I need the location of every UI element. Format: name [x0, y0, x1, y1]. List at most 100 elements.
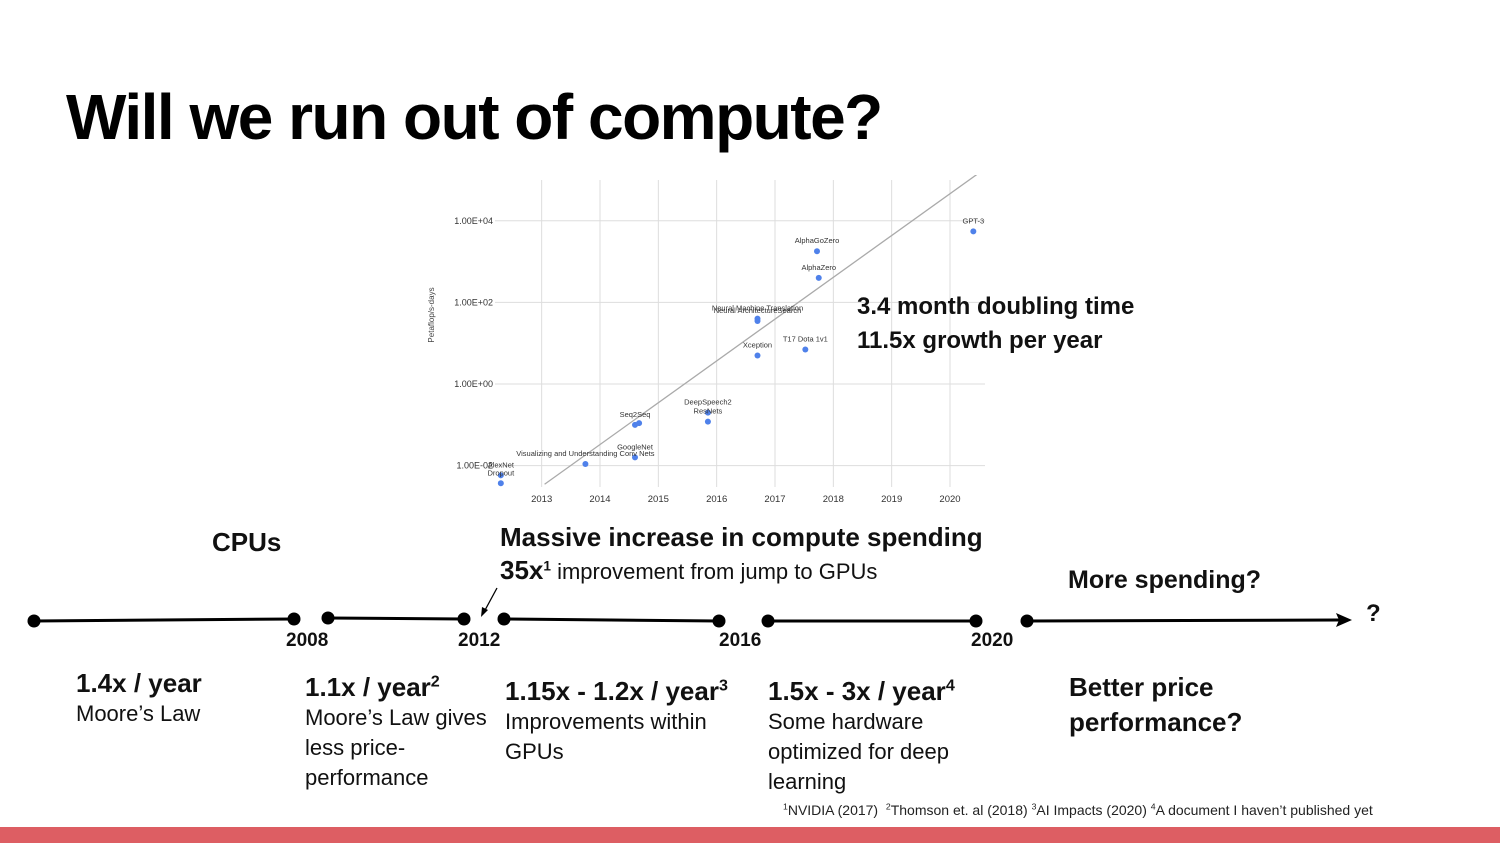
data-point-label: Visualizing and Understanding Conv Nets [516, 449, 655, 458]
data-point-label: AlexNet [488, 460, 515, 469]
data-point [582, 460, 589, 467]
segment-2016-2020: 1.5x - 3x / year4 Some hardware optimize… [768, 676, 988, 797]
chart-annotation: 3.4 month doubling time 11.5x growth per… [857, 290, 1134, 358]
x-tick-label: 2017 [764, 494, 785, 505]
data-point-label: Neural Machine Translation [712, 304, 803, 313]
timeline-node [1020, 614, 1034, 628]
segment-future: Better price performance? [1069, 670, 1269, 740]
data-point [754, 318, 761, 325]
timeline-node [969, 614, 983, 628]
data-point-label: AlphaZero [801, 263, 836, 272]
timeline-node [497, 612, 511, 626]
data-point [704, 418, 711, 425]
segment-2012-2016: 1.15x - 1.2x / year3 Improvements within… [505, 676, 750, 767]
segment-2008-2012: 1.1x / year2 Moore’s Law gives less pric… [305, 672, 495, 793]
timeline-node [321, 611, 335, 625]
data-point-label: GPT-3 [962, 216, 984, 225]
footnotes: 1NVIDIA (2017) 2Thomson et. al (2018) 3A… [783, 802, 1373, 818]
gpu-jump-description: improvement from jump to GPUs [550, 559, 878, 584]
year-2008: 2008 [286, 630, 329, 651]
massive-increase-heading: Massive increase in compute spending [500, 522, 983, 552]
slide-title: Will we run out of compute? [66, 81, 883, 153]
segment-description: Moore’s Law gives less price-performance [305, 705, 487, 790]
data-point [802, 346, 809, 353]
footnote-ref-1: 1 [543, 558, 551, 574]
data-point [497, 480, 504, 487]
timeline-node [457, 612, 471, 626]
data-point-label: DeepSpeech2 [684, 398, 732, 407]
segment-rate: Better price performance? [1069, 672, 1243, 737]
timeline-node [712, 614, 726, 628]
y-axis-title: Petaflop/s-days [427, 287, 436, 342]
data-point-label: Xception [743, 341, 772, 350]
data-point [814, 248, 820, 255]
chart-axes: 2013 2014 2015 2016 2017 2018 2019 2020 1.00E-02… [454, 216, 960, 505]
gpu-jump-pointer-icon [481, 587, 498, 617]
footnote-number: 2 [885, 801, 891, 812]
timeline-node [761, 614, 775, 628]
segment-description: Moore’s Law [76, 701, 201, 726]
segment-rate: 1.1x / year2 [305, 672, 440, 702]
accent-bar [0, 827, 1500, 843]
year-2016: 2016 [719, 630, 762, 651]
footnote-number: 4 [1150, 801, 1156, 812]
timeline-segment-1 [32, 617, 296, 623]
gpu-jump-multiplier: 35x [500, 555, 544, 585]
x-tick-label: 2020 [939, 494, 960, 505]
footnote-ref-4: 4 [945, 676, 955, 695]
data-point [497, 472, 504, 479]
x-tick-label: 2014 [589, 494, 610, 505]
segment-cpu: 1.4x / year Moore’s Law [76, 668, 276, 729]
timeline-arrowhead-icon [1336, 613, 1352, 627]
year-2020: 2020 [971, 630, 1014, 651]
data-point-label: T17 Dota 1v1 [783, 335, 828, 344]
timeline [27, 587, 1352, 628]
data-point-label: GoogleNet [617, 442, 654, 451]
y-tick-label: 1.00E+02 [454, 297, 493, 307]
timeline-segment-2 [326, 616, 466, 621]
gpu-jump-text: 35x1 improvement from jump to GPUs [500, 555, 983, 586]
footnote-number: 3 [1031, 801, 1037, 812]
footnote-ref-2: 2 [430, 672, 440, 691]
data-point-label: Neural ArchitectureSearch [714, 306, 802, 315]
compute-scatter-chart: 2013 2014 2015 2016 2017 2018 2019 2020 1.00E-02… [427, 175, 985, 505]
more-spending-label: More spending? [1068, 566, 1262, 594]
timeline-segment-3 [502, 617, 721, 623]
data-point-label: ResNets [694, 407, 723, 416]
data-point [815, 274, 822, 281]
segment-description: Some hardware optimized for deep learnin… [768, 709, 949, 794]
data-point-label: Dropout [487, 468, 515, 477]
x-tick-label: 2015 [648, 494, 669, 505]
chart-grid [495, 180, 985, 487]
timeline-segment-5 [1025, 618, 1340, 623]
footnote-number: 1 [783, 801, 788, 812]
x-tick-label: 2016 [706, 494, 727, 505]
data-point-label: Seq2Seq [620, 410, 651, 419]
data-point [632, 454, 638, 461]
footnote-text: AI Impacts (2020) [1036, 802, 1147, 818]
chart-points [497, 228, 977, 487]
data-point-label: AlphaGoZero [795, 236, 840, 245]
cpus-label: CPUs [212, 527, 282, 557]
data-point [704, 409, 711, 416]
y-tick-label: 1.00E+04 [454, 216, 493, 226]
year-2012: 2012 [458, 630, 501, 651]
data-point [754, 352, 761, 359]
y-tick-label: 1.00E+00 [454, 379, 493, 389]
footnote-text: A document I haven’t published yet [1155, 802, 1373, 818]
data-point [636, 420, 643, 427]
segment-description: Improvements within GPUs [505, 709, 707, 764]
footnote-ref-3: 3 [718, 676, 728, 695]
trend-line [544, 175, 978, 485]
x-tick-label: 2018 [823, 494, 844, 505]
data-point [970, 228, 977, 235]
x-tick-label: 2019 [881, 494, 902, 505]
growth-rate-text: 11.5x growth per year [857, 327, 1103, 354]
segment-rate: 1.4x / year [76, 668, 202, 698]
massive-increase-block: Massive increase in compute spending 35x… [500, 522, 983, 586]
y-tick-label: 1.00E-02 [456, 461, 493, 471]
footnote-text: Thomson et. al (2018) [890, 802, 1028, 818]
timeline-node [27, 614, 41, 628]
doubling-time-text: 3.4 month doubling time [857, 293, 1135, 320]
